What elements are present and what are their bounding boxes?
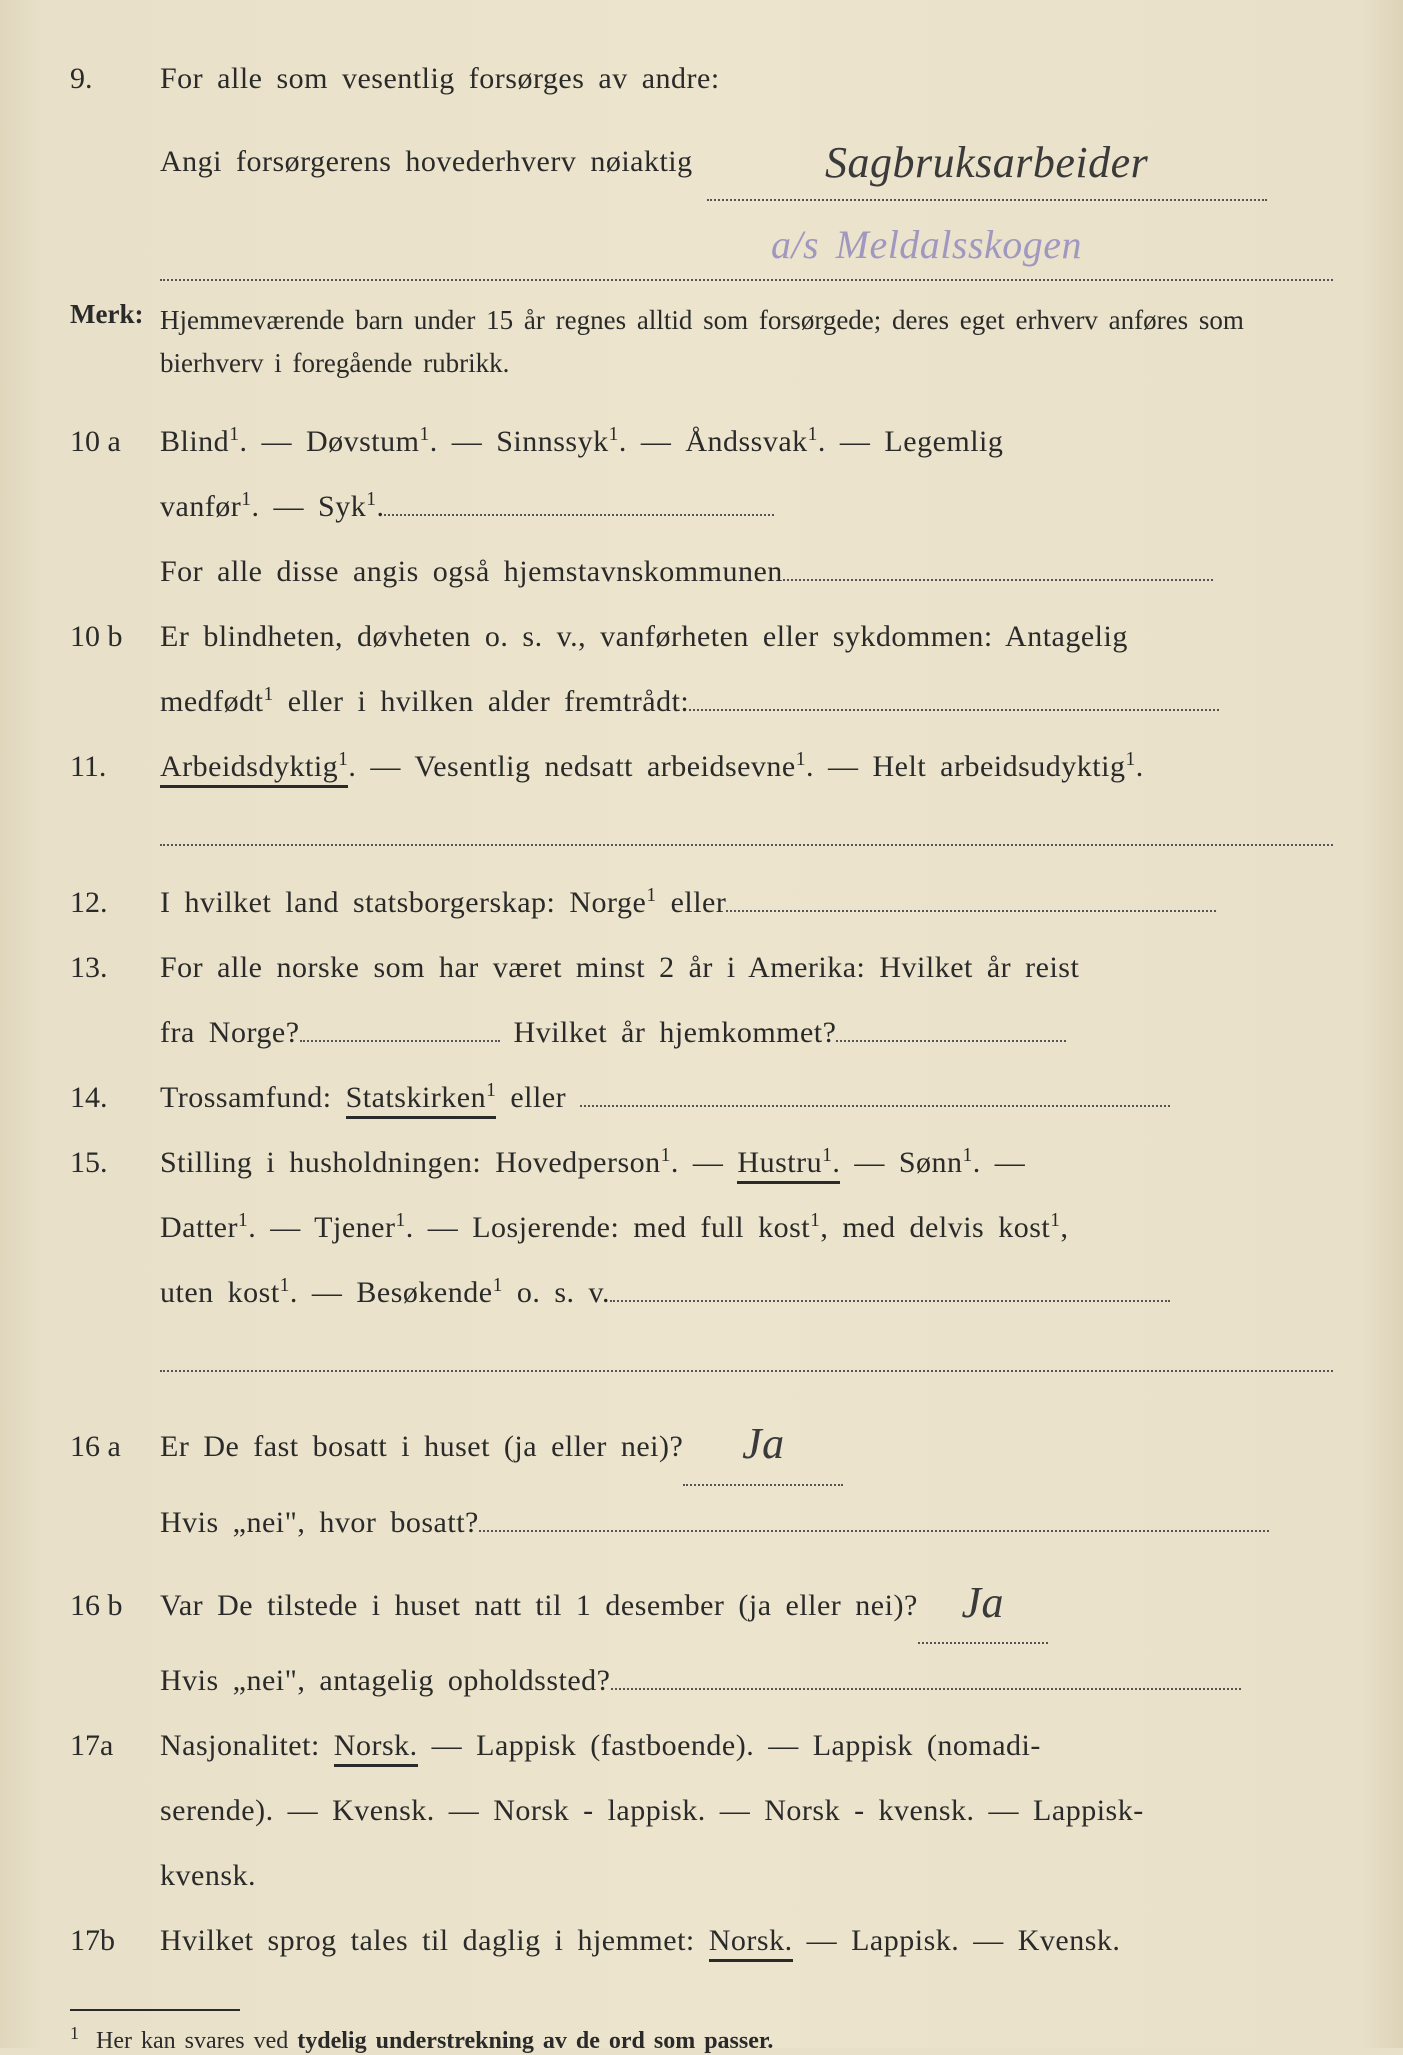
q10b-number: 10 b [70,608,160,665]
q11-number: 11. [70,738,160,795]
q13-blank1[interactable] [300,1040,500,1042]
question-16b-line2: Hvis „nei", antagelig opholdssted? [70,1652,1333,1709]
q14-selected: Statskirken1 [346,1081,497,1119]
merk-text: Hjemmeværende barn under 15 år regnes al… [160,299,1333,385]
q17a-number: 17a [70,1717,160,1774]
q12-number: 12. [70,874,160,931]
merk-label: Merk: [70,299,160,385]
q11-selected: Arbeidsdyktig1 [160,750,348,788]
q14-blank[interactable] [580,1105,1170,1107]
q15-blank[interactable] [610,1300,1170,1302]
footnote-marker: 1 [70,2023,79,2043]
q10a-number: 10 a [70,413,160,470]
question-13-line2: fra Norge? Hvilket år hjemkommet? [70,1004,1333,1061]
q16a-blank[interactable] [479,1530,1269,1532]
footnote: 1 Her kan svares ved tydelig understrekn… [70,2023,1333,2055]
q9-answer2-field[interactable]: a/s Meldalsskogen [160,203,1333,281]
question-10a-line3: For alle disse angis også hjemstavnskomm… [70,543,1333,600]
q16a-answer-field[interactable]: Ja [683,1400,843,1486]
q17a-selected: Norsk. [334,1729,418,1767]
question-13: 13. For alle norske som har været minst … [70,939,1333,996]
q14-number: 14. [70,1069,160,1126]
q15-blank-line[interactable] [160,1369,1333,1372]
footnote-rule [70,2009,240,2011]
question-16b: 16 b Var De tilstede i huset natt til 1 … [70,1559,1333,1645]
q16a-answer: Ja [742,1419,785,1468]
q15-number: 15. [70,1134,160,1191]
question-17b: 17b Hvilket sprog tales til daglig i hje… [70,1912,1333,1969]
question-10a: 10 a Blind1. — Døvstum1. — Sinnssyk1. — … [70,413,1333,470]
q10a-blank[interactable] [384,514,774,516]
question-10a-line2: vanfør1. — Syk1. [70,478,1333,535]
question-10b: 10 b Er blindheten, døvheten o. s. v., v… [70,608,1333,665]
q17a-line2: serende). — Kvensk. — Norsk - lappisk. —… [160,1782,1333,1839]
question-17a: 17a Nasjonalitet: Norsk. — Lappisk (fast… [70,1717,1333,1774]
q17b-selected: Norsk. [709,1924,793,1962]
census-form-page: 9. For alle som vesentlig forsørges av a… [0,0,1403,2048]
q16b-answer-field[interactable]: Ja [918,1559,1048,1645]
question-11: 11. Arbeidsdyktig1. — Vesentlig nedsatt … [70,738,1333,795]
question-16a: 16 a Er De fast bosatt i huset (ja eller… [70,1400,1333,1486]
q16b-number: 16 b [70,1577,160,1634]
question-15: 15. Stilling i husholdningen: Hovedperso… [70,1134,1333,1191]
question-9-line3: a/s Meldalsskogen [70,209,1333,281]
q12-blank[interactable] [726,910,1216,912]
question-10b-line2: medfødt1 eller i hvilken alder fremtrådt… [70,673,1333,730]
q13-number: 13. [70,939,160,996]
q17b-number: 17b [70,1912,160,1969]
question-15-line3: uten kost1. — Besøkende1 o. s. v. [70,1264,1333,1321]
q16a-number: 16 a [70,1418,160,1475]
q9-line1: For alle som vesentlig forsørges av andr… [160,50,1333,107]
question-17a-line2: serende). — Kvensk. — Norsk - lappisk. —… [70,1782,1333,1839]
q10b-blank[interactable] [689,709,1219,711]
q11-blank-line[interactable] [160,843,1333,846]
q9-answer-field[interactable]: Sagbruksarbeider [707,115,1267,201]
q13-blank2[interactable] [836,1040,1066,1042]
q16b-answer: Ja [962,1578,1005,1627]
question-9-line2: Angi forsørgerens hovederhverv nøiaktig … [70,115,1333,201]
q16b-blank[interactable] [611,1688,1241,1690]
q13-line1: For alle norske som har været minst 2 år… [160,939,1333,996]
question-17a-line3: kvensk. [70,1847,1333,1904]
q15-selected-hustru: Hustru1. [737,1146,840,1184]
question-15-line2: Datter1. — Tjener1. — Losjerende: med fu… [70,1199,1333,1256]
question-9: 9. For alle som vesentlig forsørges av a… [70,50,1333,107]
q9-answer: Sagbruksarbeider [825,138,1148,187]
q10a-kommune-blank[interactable] [783,579,1213,581]
q9-answer2: a/s Meldalsskogen [771,222,1082,267]
q17a-line3: kvensk. [160,1847,1333,1904]
question-14: 14. Trossamfund: Statskirken1 eller [70,1069,1333,1126]
q9-number: 9. [70,50,160,107]
q10b-line1: Er blindheten, døvheten o. s. v., vanfør… [160,608,1333,665]
q9-label: Angi forsørgerens hovederhverv nøiaktig [160,145,693,178]
question-16a-line2: Hvis „nei", hvor bosatt? [70,1494,1333,1551]
question-12: 12. I hvilket land statsborgerskap: Norg… [70,874,1333,931]
merk-note: Merk: Hjemmeværende barn under 15 år reg… [70,299,1333,385]
